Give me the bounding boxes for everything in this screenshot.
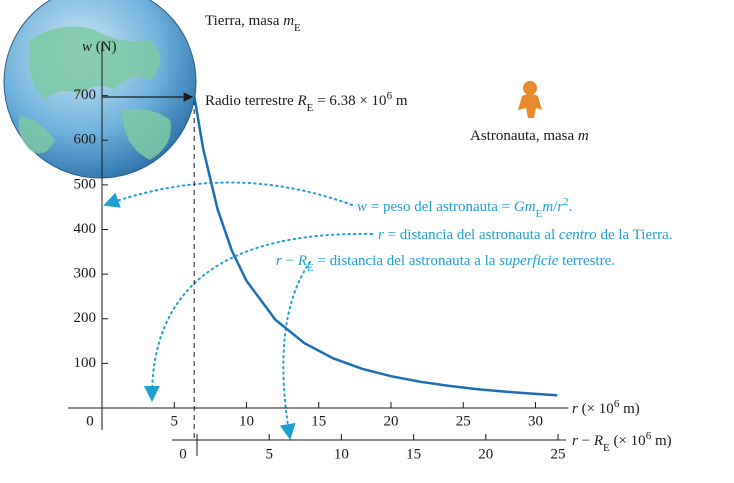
text-part: − (578, 433, 594, 449)
text-part: E (307, 262, 314, 274)
text-part: m) (651, 433, 671, 449)
earth-label: Tierra, masa mE (205, 13, 301, 33)
annotation: w = peso del astronauta = GmEm/r2. (357, 196, 572, 220)
text-part: E (294, 22, 301, 34)
y-tick-label: 400 (74, 221, 97, 237)
x-tick-label: 20 (384, 413, 399, 429)
text-part: R (296, 93, 306, 109)
astronaut-label: Astronauta, masa m (470, 128, 589, 144)
text-part: 6 (646, 430, 652, 442)
text-part: (N) (92, 39, 117, 55)
text-part: terrestre. (558, 253, 615, 269)
text-part: de la Tierra. (597, 227, 673, 243)
y-tick-label: 100 (74, 355, 97, 371)
y-tick-label: 200 (74, 310, 97, 326)
x2-axis-label: r − RE (× 106 m) (572, 430, 672, 454)
y-tick-label: 700 (74, 87, 97, 103)
text-part: Gm (514, 199, 536, 215)
y-axis-label: w (N) (82, 39, 117, 55)
text-part: 6 (387, 90, 393, 102)
text-part: R (593, 433, 603, 449)
astronaut (518, 81, 542, 118)
earth (3, 0, 197, 179)
text-part: r (557, 199, 563, 215)
x2-tick-label: 5 (265, 446, 273, 462)
x-tick-label: 25 (456, 413, 471, 429)
text-part: − (282, 253, 298, 269)
text-part: Radio terrestre (205, 93, 297, 109)
text-part: r (378, 227, 384, 243)
text-part: × 10 (356, 93, 387, 109)
annotation: r = distancia del astronauta al centro d… (378, 227, 673, 243)
text-part: . (569, 199, 573, 215)
y-tick-label: 300 (74, 266, 97, 282)
text-part: (× 10 (610, 433, 646, 449)
x2-tick-label: 20 (478, 446, 493, 462)
x2-tick-label: 0 (179, 446, 187, 462)
text-part: r (276, 253, 282, 269)
text-part: (× 10 (578, 401, 614, 417)
text-part: m (578, 128, 589, 144)
annotation: r − RE = distancia del astronauta a la s… (276, 253, 615, 273)
text-part: E (307, 102, 314, 114)
text-part: = distancia del astronauta a la (314, 253, 499, 269)
text-part: w (82, 39, 92, 55)
x-tick-label: 30 (528, 413, 543, 429)
y-tick-label: 500 (74, 176, 97, 192)
curve (192, 95, 558, 397)
text-part: m) (619, 401, 639, 417)
text-part: 6.38 (329, 93, 355, 109)
text-part: / (553, 199, 558, 215)
text-part: m (392, 93, 408, 109)
text-part: = peso del astronauta = (367, 199, 514, 215)
text-part: Tierra, masa (205, 13, 283, 29)
text-part: m (542, 199, 553, 215)
text-part: w (357, 199, 367, 215)
text-part: 6 (614, 398, 620, 410)
x2-tick-label: 25 (551, 446, 566, 462)
text-part: Astronauta, masa (470, 128, 578, 144)
x2-tick-label: 10 (334, 446, 349, 462)
x-tick-label: 0 (86, 413, 94, 429)
text-part: E (603, 442, 610, 454)
text-part: m (283, 13, 294, 29)
x-tick-label: 5 (171, 413, 179, 429)
text-part: = distancia del astronauta al (384, 227, 559, 243)
x2-tick-label: 15 (406, 446, 421, 462)
x-axis-label: r (× 106 m) (572, 398, 640, 418)
x-tick-label: 10 (239, 413, 254, 429)
radius-label: Radio terrestre RE = 6.38 × 106 m (205, 90, 408, 114)
text-part: 2 (563, 196, 569, 208)
x-tick-label: 15 (311, 413, 326, 429)
text-part: superficie (499, 253, 558, 269)
text-part: R (297, 253, 307, 269)
text-part: r (572, 433, 578, 449)
text-part: = (313, 93, 329, 109)
text-part: E (536, 208, 543, 220)
y-tick-label: 600 (74, 132, 97, 148)
annotation-arrows (103, 181, 373, 440)
text-part: centro (559, 227, 597, 243)
text-part: r (572, 401, 578, 417)
